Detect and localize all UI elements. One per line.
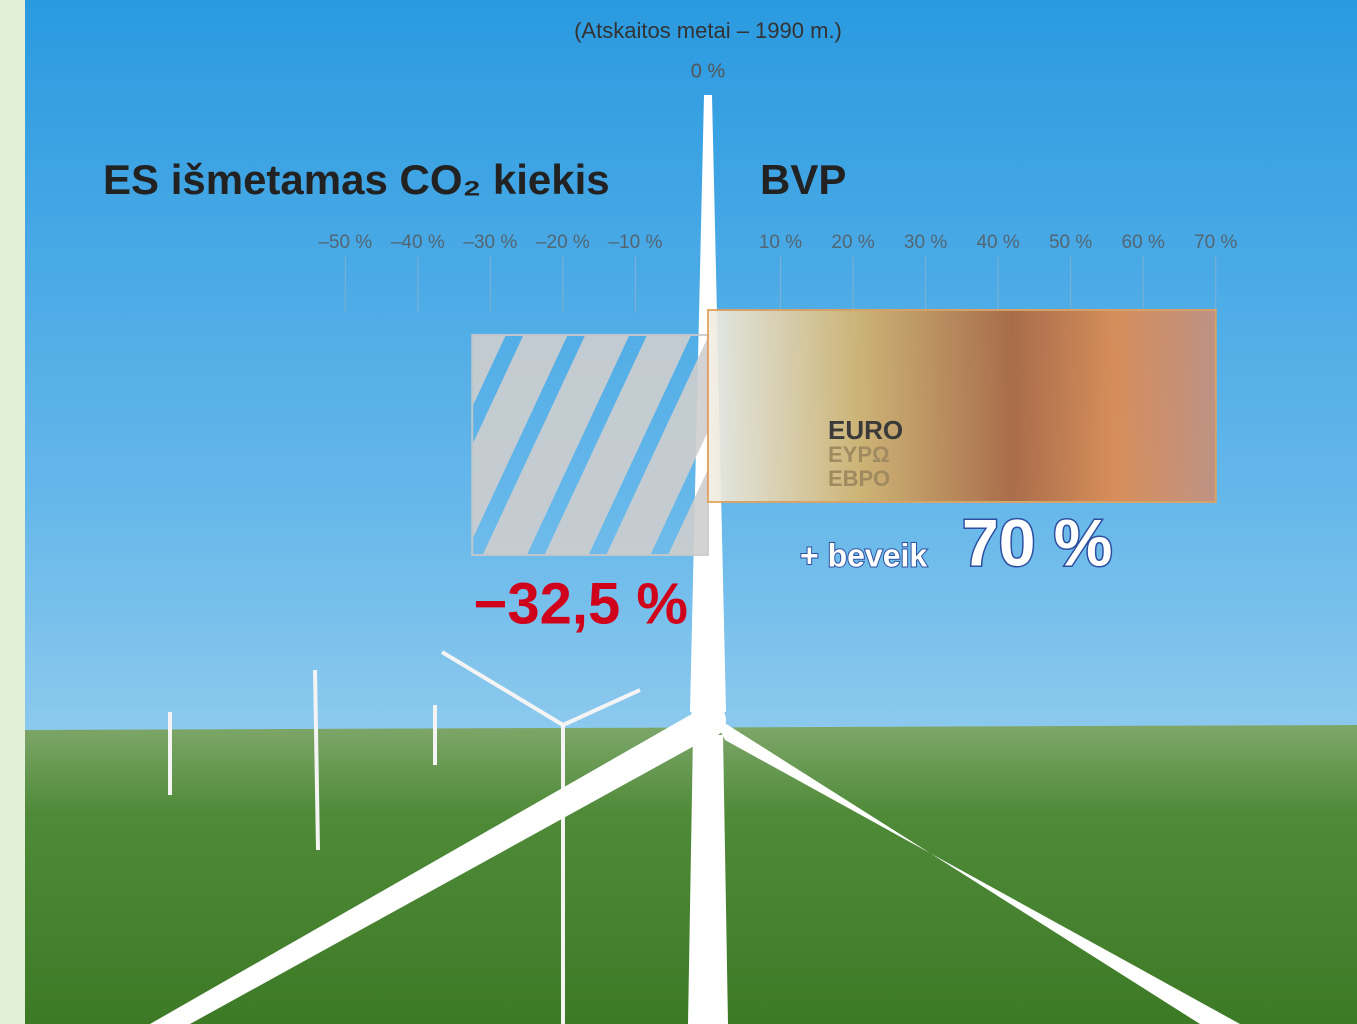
x-tick-label: –40 % — [391, 232, 445, 253]
zero-tick-label: 0 % — [691, 60, 726, 82]
value-label: −32,5 % — [474, 571, 688, 636]
banknote-word: ЕВРО — [828, 466, 890, 491]
x-tick-label: 50 % — [1049, 232, 1092, 253]
x-tick-label: –30 % — [463, 232, 517, 253]
category-label: BVP — [760, 156, 846, 203]
x-tick-label: 60 % — [1122, 232, 1165, 253]
subtitle: (Atskaitos metai – 1990 m.) — [574, 18, 842, 43]
category-label: ES išmetamas CO₂ kiekis — [103, 156, 610, 203]
x-tick-label: 10 % — [759, 232, 802, 253]
x-tick-label: –20 % — [536, 232, 590, 253]
page: (Atskaitos metai – 1990 m.) –50 % –40 % –3… — [0, 0, 1357, 1024]
bar — [708, 310, 1216, 502]
x-tick-label: 70 % — [1194, 232, 1237, 253]
bar — [472, 335, 708, 555]
x-tick-label: 30 % — [904, 232, 947, 253]
x-tick-label: –50 % — [318, 232, 372, 253]
banknote-word: EURO — [828, 415, 903, 445]
x-tick-label: 20 % — [831, 232, 874, 253]
value-label: 70 % — [962, 505, 1112, 579]
chart: (Atskaitos metai – 1990 m.) –50 % –40 % –3… — [0, 0, 1357, 1024]
x-tick-label: 40 % — [976, 232, 1019, 253]
x-tick-label: –10 % — [608, 232, 662, 253]
banknote-word: ΕΥΡΩ — [828, 442, 890, 467]
value-prefix: + beveik — [800, 537, 927, 573]
